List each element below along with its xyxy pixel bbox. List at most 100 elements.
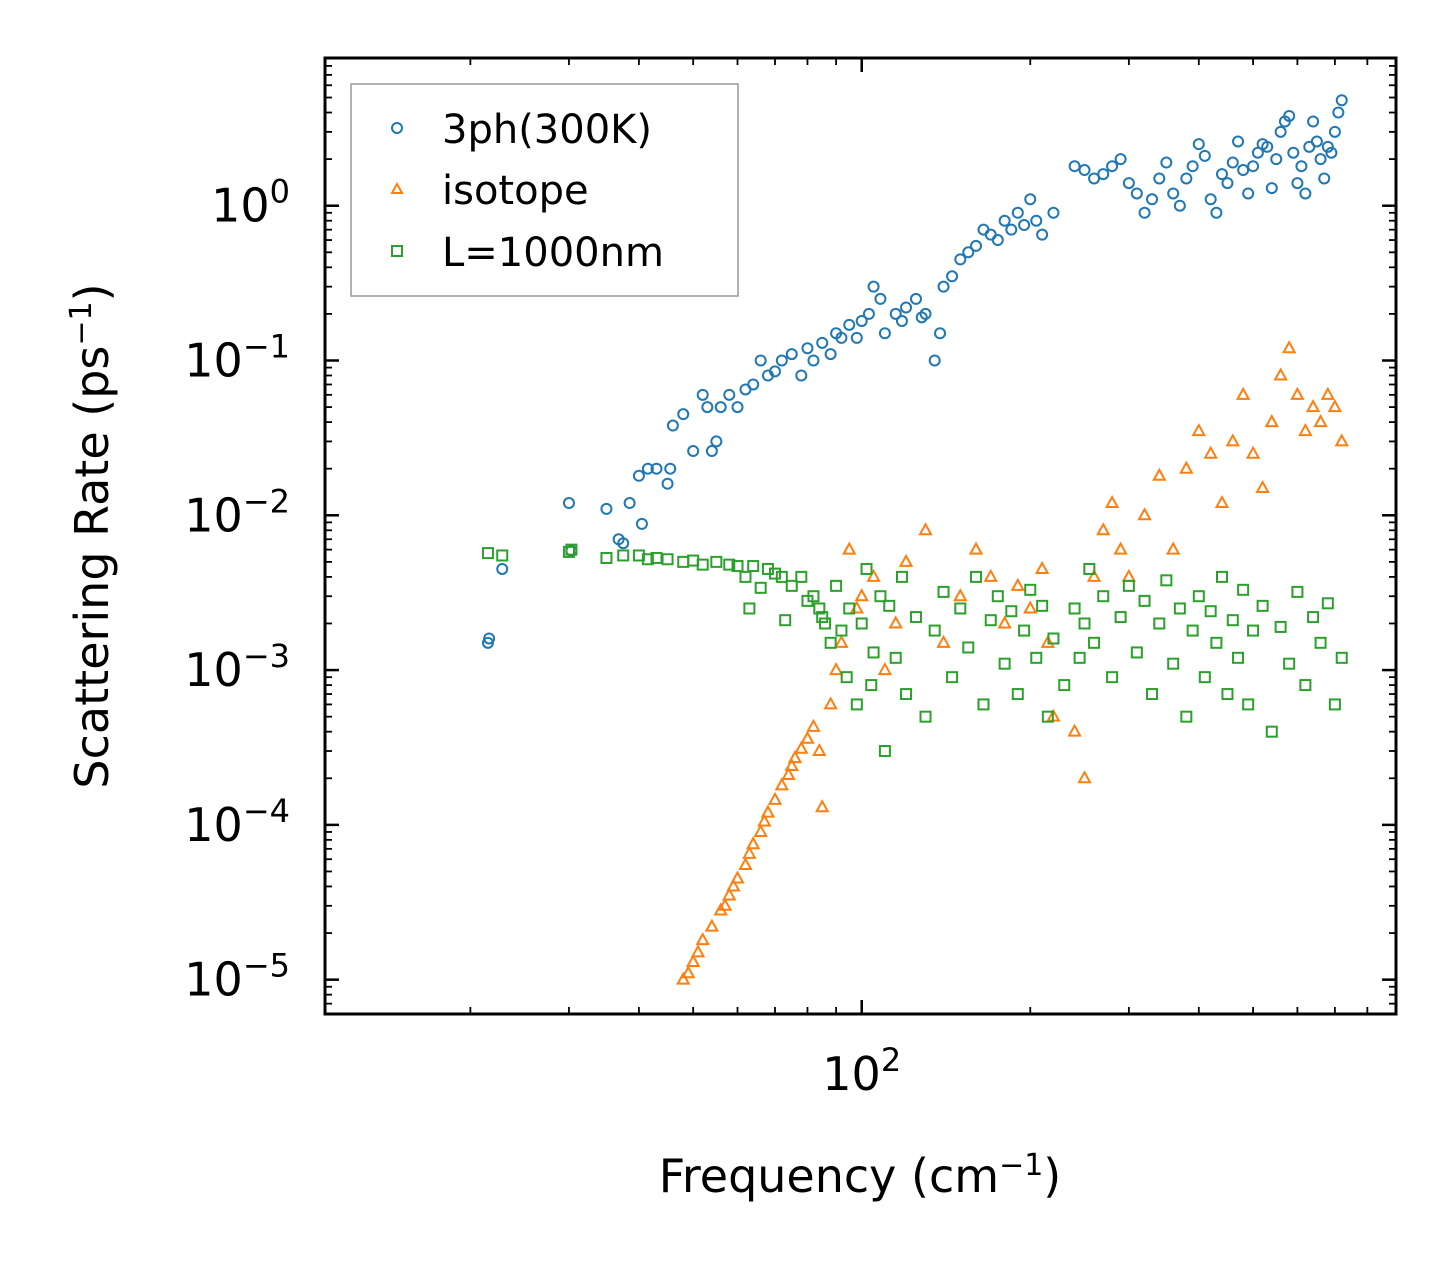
point-isotope (1113, 541, 1128, 555)
point-l1000nm (867, 646, 880, 659)
point-3ph (1291, 177, 1304, 190)
point-isotope (685, 953, 701, 968)
point-3ph (1180, 172, 1193, 185)
point-isotope (1104, 494, 1120, 509)
point-3ph (1036, 228, 1049, 241)
point-3ph (617, 537, 630, 550)
point-l1000nm (1299, 679, 1312, 692)
point-isotope (781, 766, 796, 780)
point-isotope (968, 541, 984, 555)
legend-label-3ph: 3ph(300K) (442, 107, 652, 153)
point-3ph (1204, 193, 1217, 206)
y-tick-label: 10−3 (184, 637, 290, 697)
point-3ph (991, 234, 1004, 247)
point-l1000nm (1130, 646, 1143, 659)
point-isotope (717, 897, 733, 911)
point-l1000nm (1122, 579, 1135, 592)
point-3ph (1146, 193, 1159, 206)
x-axis-label: Frequency (cm−1) (659, 1148, 1062, 1204)
point-l1000nm (1198, 671, 1211, 684)
point-l1000nm (954, 602, 967, 615)
point-3ph (1198, 149, 1211, 162)
point-isotope (1214, 494, 1230, 509)
y-tick-labels: 100 10−1 10−2 10−3 10−4 10−5 (184, 173, 290, 1007)
point-l1000nm (1097, 590, 1110, 603)
point-l1000nm (1018, 624, 1031, 637)
point-3ph (666, 419, 679, 432)
point-3ph (1328, 125, 1341, 138)
point-3ph (775, 354, 788, 367)
point-l1000nm (1204, 605, 1217, 618)
point-3ph (1325, 146, 1338, 159)
point-isotope (1040, 634, 1056, 648)
point-3ph (824, 348, 837, 361)
point-isotope (1290, 386, 1305, 400)
point-3ph (850, 331, 863, 344)
point-l1000nm (816, 611, 829, 624)
point-isotope (918, 522, 933, 536)
series-2 (481, 543, 1348, 758)
point-l1000nm (747, 560, 760, 573)
point-isotope (1077, 770, 1092, 784)
point-isotope (774, 777, 790, 791)
point-l1000nm (743, 602, 756, 615)
point-isotope (1096, 522, 1111, 536)
point-3ph (1237, 164, 1250, 177)
point-isotope (1327, 399, 1343, 413)
point-3ph (785, 348, 798, 361)
point-3ph (710, 435, 723, 448)
y-tick-label: 100 (211, 173, 290, 233)
point-isotope (1137, 507, 1152, 521)
point-isotope (767, 791, 783, 805)
point-l1000nm (991, 590, 1004, 603)
legend-marker-isotope (390, 181, 404, 194)
point-3ph (754, 354, 767, 367)
y-tick-label: 10−5 (184, 947, 290, 1007)
point-l1000nm (754, 581, 767, 594)
point-isotope (738, 856, 753, 871)
point-l1000nm (1215, 570, 1228, 583)
point-l1000nm (855, 617, 868, 630)
point-3ph (1018, 219, 1031, 232)
point-3ph (1030, 214, 1043, 227)
point-l1000nm (1321, 597, 1334, 610)
point-3ph (954, 253, 967, 266)
point-l1000nm (1265, 725, 1278, 738)
point-3ph (895, 314, 908, 327)
point-l1000nm (1138, 594, 1151, 607)
y-tick-label: 10−2 (184, 482, 290, 542)
point-3ph (641, 462, 654, 475)
point-3ph (623, 497, 636, 510)
point-3ph (1047, 206, 1060, 219)
point-3ph (1210, 206, 1223, 219)
point-isotope (757, 813, 772, 827)
point-3ph (1283, 109, 1296, 122)
point-l1000nm (1232, 651, 1245, 664)
point-3ph (835, 331, 848, 344)
point-isotope (1067, 723, 1082, 737)
point-isotope (1320, 386, 1336, 400)
point-l1000nm (1314, 636, 1327, 649)
point-3ph (1088, 172, 1101, 185)
point-isotope (888, 615, 903, 629)
point-3ph (937, 280, 950, 293)
point-isotope (681, 965, 696, 979)
point-isotope (1023, 600, 1038, 614)
point-isotope (676, 971, 691, 985)
point-3ph (1332, 106, 1345, 119)
point-isotope (842, 541, 857, 555)
y-axis-label: Scattering Rate (ps−1) (64, 283, 120, 788)
point-l1000nm (1106, 671, 1119, 684)
point-3ph (1160, 156, 1173, 169)
data-marks (481, 94, 1349, 985)
point-isotope (1255, 479, 1270, 494)
point-l1000nm (850, 698, 863, 711)
point-3ph (970, 239, 983, 252)
point-3ph (1270, 153, 1283, 166)
series-1 (676, 340, 1349, 985)
point-3ph (1078, 164, 1091, 177)
legend: 3ph(300K) isotope L=1000nm (350, 83, 739, 297)
point-3ph (1192, 138, 1205, 151)
point-3ph (1186, 160, 1199, 173)
